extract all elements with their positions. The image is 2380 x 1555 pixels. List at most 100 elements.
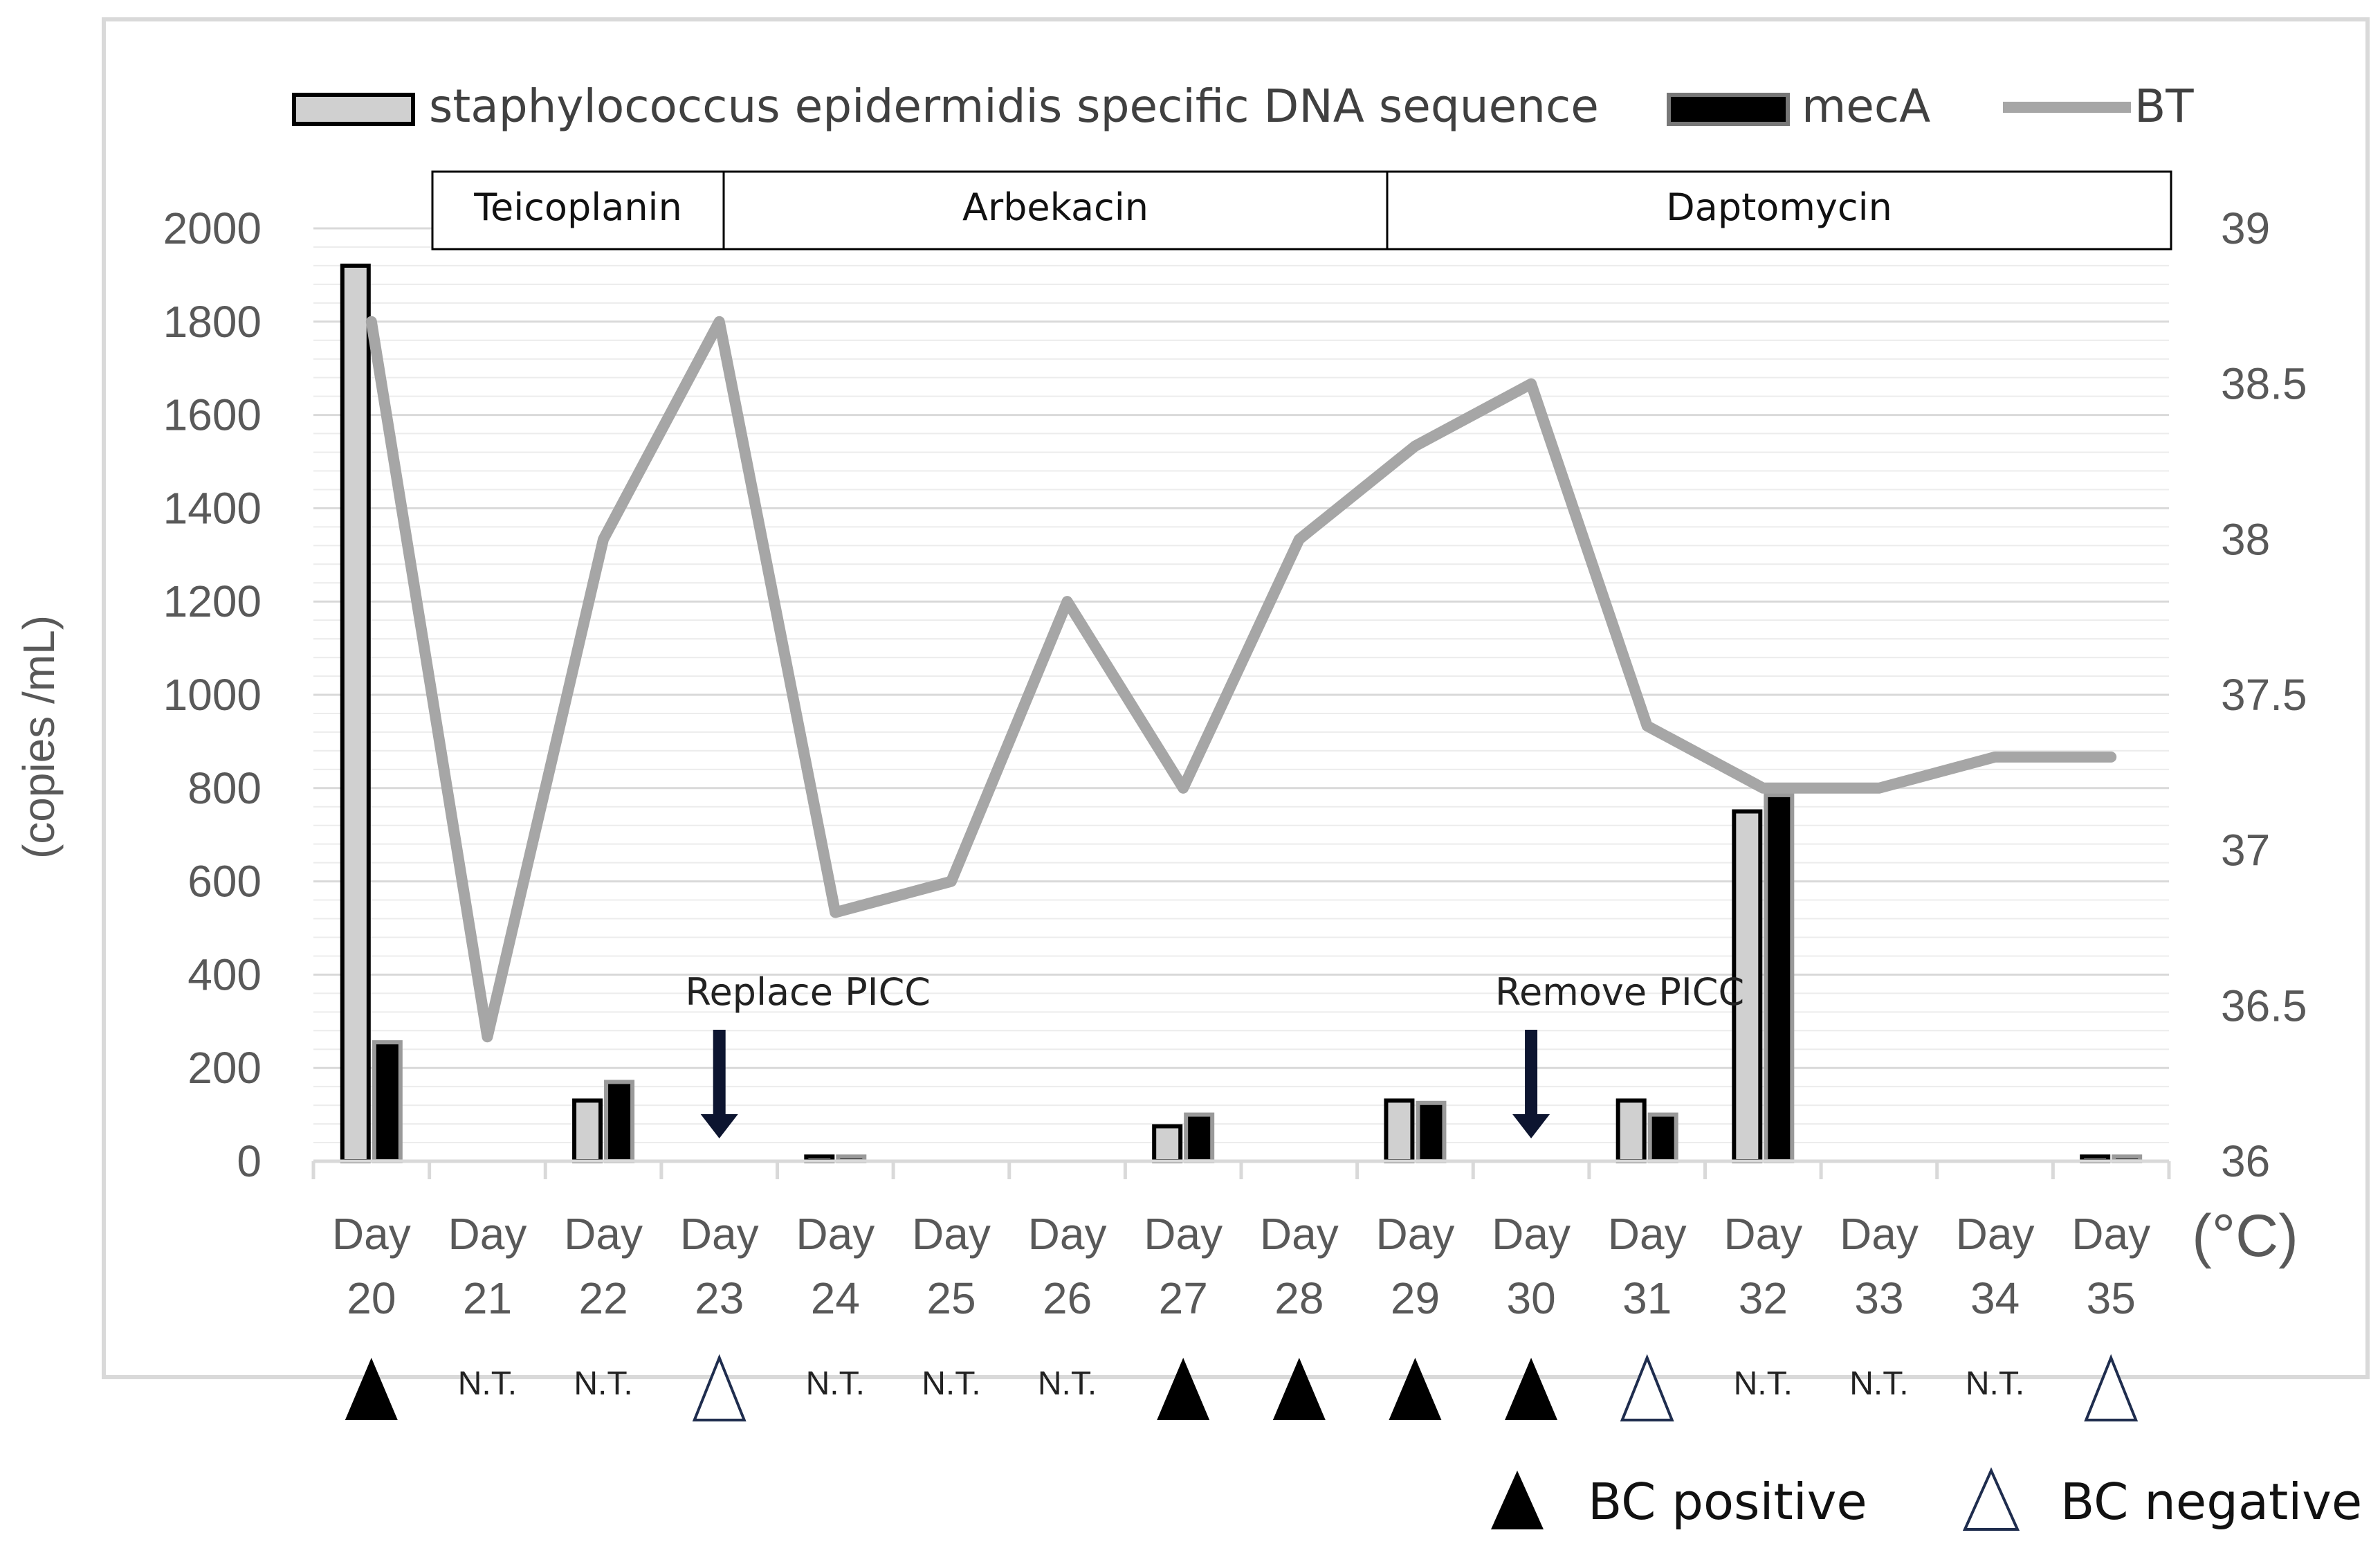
legend-label-species: staphylococcus epidermidis specific DNA … [429,80,1599,133]
bc-negative-marker [2084,1354,2139,1421]
annotations: Replace PICC Remove PICC [685,970,1744,1138]
y-tick-label: 200 [187,1043,262,1093]
treatment-label: Arbekacin [962,185,1148,229]
y2-axis-title: (°C) [2192,1203,2298,1269]
legend: staphylococcus epidermidis specific DNA … [292,80,2194,133]
x-tick-label: 25 [926,1273,976,1323]
x-tick-label: Day [1028,1209,1107,1259]
y2-tick-label: 37 [2221,826,2270,875]
x-tick-label: Day [2071,1209,2150,1259]
bc-positive-marker [1272,1358,1326,1420]
bar-species-day-22 [572,1098,603,1164]
y-tick-label: 2000 [163,203,262,253]
y-tick-label: 800 [187,763,262,813]
x-tick-label: 23 [695,1273,744,1323]
treatment-label: Teicoplanin [473,185,682,229]
legend-swatch-species [292,93,415,126]
bc-not-tested: N.T. [1966,1365,2024,1402]
bc-positive-marker [1157,1358,1210,1420]
bc-not-tested: N.T. [806,1365,865,1402]
y-tick-label: 1200 [163,576,262,626]
annotation-arrow-head [700,1114,738,1138]
x-tick-label: 31 [1622,1273,1672,1323]
bar-meca-day-32 [1764,792,1795,1164]
x-tick-label: 35 [2087,1273,2136,1323]
annotation-label: Remove PICC [1495,970,1744,1014]
x-tick-label: 30 [1506,1273,1555,1323]
y-tick-label: 1800 [163,297,262,347]
bc-positive-marker [1505,1358,1558,1420]
y-tick-label: 600 [187,857,262,907]
x-tick-label: 22 [578,1273,628,1323]
x-tick-label: Day [1840,1209,1919,1259]
treatment-box-teicoplanin [431,170,725,251]
bar-meca-day-20 [372,1040,403,1163]
bc-negative-marker [692,1354,747,1421]
y2-tick-label: 38.5 [2221,359,2307,409]
bc-legend: BC positive BC negative [1491,1467,2362,1531]
x-tick-label: Day [448,1209,527,1259]
y-tick-label: 1000 [163,670,262,720]
x-tick-label: 26 [1043,1273,1092,1323]
treatment-box-daptomycin [1386,170,2172,251]
x-tick-label: Day [1260,1209,1339,1259]
annotation-arrow [1525,1030,1538,1116]
treatment-label: Daptomycin [1666,185,1892,229]
bar-meca-day-31 [1647,1112,1678,1163]
bc-not-tested: N.T. [922,1365,980,1402]
annotation-arrow-head [1512,1114,1550,1138]
y-tick-label: 0 [237,1136,262,1186]
x-tick-label: Day [1956,1209,2035,1259]
x-tick-label: Day [1144,1209,1223,1259]
x-tick-label: 34 [1970,1273,2020,1323]
bc-legend-positive: BC positive [1588,1473,1867,1531]
bc-not-tested: N.T. [458,1365,517,1402]
treatment-box-arbekacin [722,170,1389,251]
y2-tick-label: 39 [2221,203,2270,253]
y2-tick-label: 38 [2221,514,2270,564]
bc-positive-marker [1389,1358,1442,1420]
legend-label-bt: BT [2134,80,2194,133]
legend-swatch-meca [1667,93,1790,126]
x-tick-label: 28 [1274,1273,1324,1323]
bc-not-tested: N.T. [1734,1365,1793,1402]
bc-not-tested: N.T. [1038,1365,1097,1402]
axes: 0 200 400 600 800 1000 1200 1400 1600 1800 2000 36 3… [163,203,2307,1323]
bar-meca-day-27 [1184,1112,1215,1163]
y-axis-title: (copies /mL) [14,615,64,859]
bar-meca-day-22 [604,1080,635,1164]
bar-species-day-27 [1152,1124,1183,1163]
gridlines [313,227,2169,1144]
x-tick-label: 29 [1391,1273,1440,1323]
bar-species-day-20 [340,263,371,1163]
annotation-arrow [713,1030,726,1116]
bar-species-day-29 [1384,1098,1415,1164]
y-tick-label: 400 [187,949,262,999]
x-tick-label: 32 [1739,1273,1788,1323]
x-tick-label: Day [1723,1209,1802,1259]
blood-culture-row: N.T. N.T. N.T. N.T. N.T. N.T. N.T. N.T. [345,1354,2139,1421]
y2-tick-label: 36 [2221,1136,2270,1186]
x-tick-label: 20 [347,1273,396,1323]
bar-species-day-31 [1615,1098,1647,1164]
bc-not-tested: N.T. [1849,1365,1908,1402]
bt-series-line [365,316,2117,1043]
bc-not-tested: N.T. [574,1365,632,1402]
y-tick-label: 1600 [163,390,262,440]
treatment-bar: Teicoplanin Arbekacin Daptomycin [431,170,2172,251]
x-tick-label: Day [1492,1209,1571,1259]
x-tick-label: Day [796,1209,875,1259]
x-tick-label: Day [1608,1209,1687,1259]
x-tick-label: 24 [811,1273,860,1323]
bar-meca-day-29 [1416,1100,1447,1163]
bt-line [365,316,2117,1043]
x-tick-label: Day [912,1209,991,1259]
x-tick-label: 33 [1854,1273,1903,1323]
y-tick-label: 1400 [163,483,262,533]
x-tick-label: Day [332,1209,411,1259]
y2-tick-label: 36.5 [2221,981,2307,1030]
bc-negative-icon [1962,1467,2020,1531]
x-tick-label: 21 [463,1273,512,1323]
bc-positive-marker [345,1358,398,1420]
